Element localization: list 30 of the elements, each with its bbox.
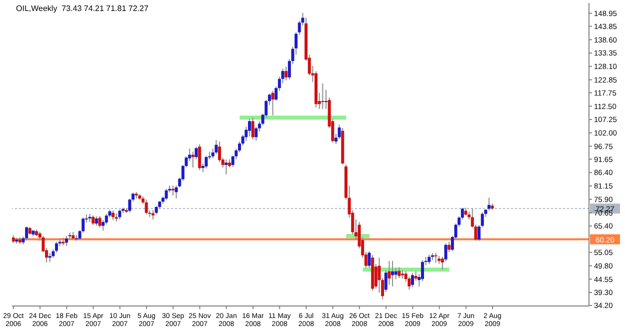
candlestick xyxy=(92,214,95,226)
chart-title: OIL,Weekly 73.43 74.21 71.81 72.27 xyxy=(16,4,148,13)
candlestick xyxy=(164,188,168,201)
candlestick xyxy=(198,144,202,171)
candlestick xyxy=(112,210,115,220)
candlestick xyxy=(151,210,154,220)
candlestick xyxy=(224,158,228,175)
candlestick xyxy=(204,155,208,170)
candlestick xyxy=(448,241,451,253)
candlestick xyxy=(488,197,491,212)
candlestick xyxy=(284,66,288,81)
candlestick xyxy=(248,118,251,137)
candlestick xyxy=(171,185,174,196)
candlestick xyxy=(411,272,414,288)
candlestick xyxy=(118,209,122,220)
candlestick xyxy=(394,267,398,280)
candlestick xyxy=(398,266,401,278)
candlestick xyxy=(391,260,394,287)
candlestick xyxy=(271,90,274,116)
candlestick xyxy=(98,216,102,228)
candlestick xyxy=(434,252,438,264)
candlestick xyxy=(25,226,28,241)
candlestick xyxy=(428,254,431,265)
candlestick xyxy=(324,89,328,110)
candlestick xyxy=(144,199,148,215)
candlestick xyxy=(64,235,68,246)
candlestick xyxy=(321,82,324,110)
candlestick xyxy=(55,241,58,254)
candlestick xyxy=(94,216,98,226)
candlestick xyxy=(251,117,254,140)
